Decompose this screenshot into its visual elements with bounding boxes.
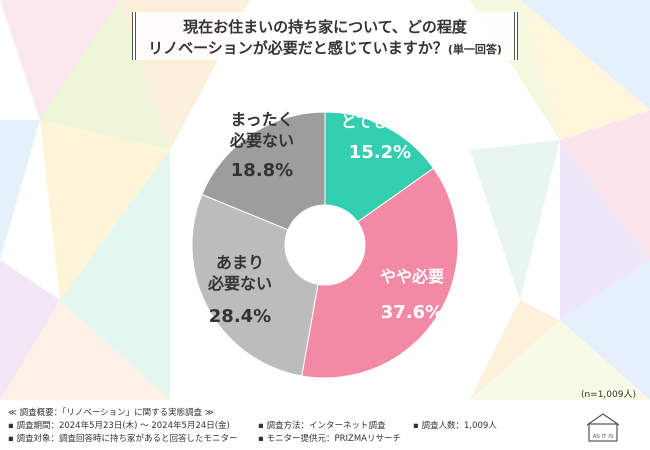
chart-title-line1: 現在お住まいの持ち家について、どの程度 xyxy=(183,18,467,36)
footer-overview: ≪ 調査概要：「リノベーション」に関する実態調査 ≫ xyxy=(8,408,214,418)
category-label-amari-hitsuyo-nai-2: 必要ない xyxy=(207,274,272,293)
sample-size-label: (n=1,009人) xyxy=(580,390,636,400)
category-label-mattaku-hitsuyo-nai-1: まったく xyxy=(230,110,293,129)
slice-totemo-hitsuyo xyxy=(324,111,435,223)
slice-yaya-hitsuyo xyxy=(301,167,459,379)
value-label-totemo-hitsuyo: 15.2% xyxy=(349,142,411,163)
footer-provider: ▪ モニター提供元：PRIZMAリサーチ xyxy=(258,434,401,444)
survey-footer: ≪ 調査概要：「リノベーション」に関する実態調査 ≫ ▪ 調査期間：2024年5… xyxy=(8,406,568,448)
value-label-mattaku-hitsuyo-nai: 18.8% xyxy=(231,160,293,181)
value-label-amari-hitsuyo-nai: 28.4% xyxy=(209,306,271,327)
slice-amari-hitsuyo-nai xyxy=(191,193,319,377)
value-label-yaya-hitsuyo: 37.6% xyxy=(381,302,443,323)
chart-title-line2: リノベーションが必要だと感じていますか？(単一回答) xyxy=(136,37,514,58)
chart-title-box: 現在お住まいの持ち家について、どの程度 リノベーションが必要だと感じていますか？… xyxy=(132,12,518,60)
category-label-amari-hitsuyo-nai-1: あまり xyxy=(216,253,264,272)
footer-target: ▪ 調査対象：調査回答時に持ち家があると回答したモニター xyxy=(8,434,238,444)
footer-count: ▪ 調査人数：1,009人 xyxy=(413,421,497,431)
category-label-mattaku-hitsuyo-nai-2: 必要ない xyxy=(229,131,294,150)
brand-logo-text: AS IT IS xyxy=(593,434,614,440)
chart-title-suffix: (単一回答) xyxy=(447,43,502,56)
slice-mattaku-hitsuyo-nai xyxy=(201,111,326,231)
label-group-yaya-hitsuyo: やや必要 37.6% xyxy=(380,267,444,323)
label-group-totemo-hitsuyo: とても必要 15.2% xyxy=(341,112,420,163)
brand-logo: AS IT IS xyxy=(586,413,620,442)
chart-title-line2-text: リノベーションが必要だと感じていますか？ xyxy=(148,39,448,57)
category-label-totemo-hitsuyo-1: とても必要 xyxy=(341,112,420,131)
category-label-yaya-hitsuyo-1: やや必要 xyxy=(380,267,444,286)
footer-method: ▪ 調査方法：インターネット調査 xyxy=(258,421,386,431)
footer-period: ▪ 調査期間：2024年5月23日(木) ～ 2024年5月24日(金) xyxy=(8,421,230,431)
